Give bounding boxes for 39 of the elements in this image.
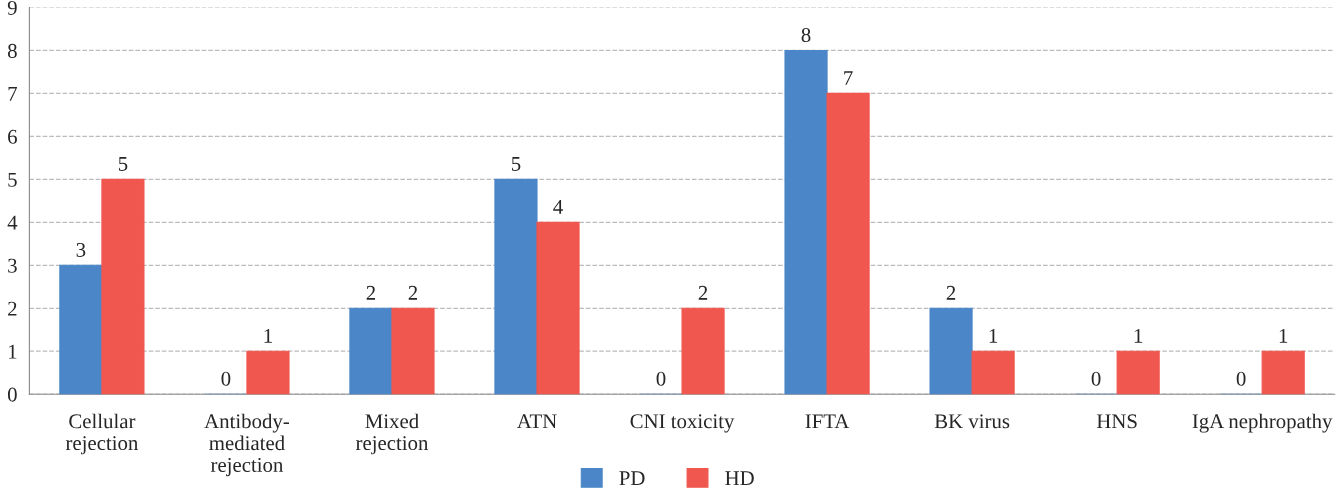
x-tick-label: Cellular rejection [65, 413, 139, 455]
data-label: 1 [989, 328, 998, 343]
data-label: 0 [1091, 371, 1101, 386]
legend-label: PD [619, 471, 645, 486]
x-tick-label: Mixed rejection [355, 413, 429, 455]
x-tick-label: IFTA [805, 414, 850, 429]
data-label: 2 [366, 285, 375, 300]
data-label: 7 [844, 71, 853, 85]
data-label: 3 [76, 242, 86, 257]
x-tick-label: CNI toxicity [630, 414, 735, 433]
data-label: 5 [511, 157, 521, 171]
y-tick-label: 8 [7, 43, 17, 58]
data-label: 0 [221, 371, 231, 386]
y-tick-label: 0 [7, 387, 17, 402]
y-tick-label: 5 [8, 172, 17, 187]
x-tick-label: BK virus [934, 414, 1010, 429]
legend-label: HD [725, 471, 754, 486]
data-label: 1 [264, 328, 272, 343]
y-tick-label: 7 [8, 87, 17, 101]
y-tick-label: 9 [7, 0, 17, 15]
x-tick-label: HNS [1096, 414, 1137, 429]
data-label: 2 [946, 285, 956, 300]
data-label: 5 [118, 157, 128, 171]
y-tick-label: 4 [7, 215, 18, 230]
y-tick-label: 3 [8, 258, 17, 273]
data-label: 8 [801, 28, 811, 43]
data-label: 2 [698, 285, 708, 300]
data-label: 2 [408, 285, 418, 300]
data-label: 4 [553, 200, 563, 214]
data-label: 1 [1279, 328, 1288, 343]
data-label: 0 [1236, 371, 1246, 386]
y-tick-label: 6 [8, 129, 17, 144]
y-tick-label: 1 [9, 344, 17, 359]
x-tick-label: Antibody- mediated rejection [204, 413, 290, 477]
data-label: 0 [656, 371, 666, 386]
x-tick-label: ATN [516, 414, 557, 429]
x-tick-label: IgA nephropathy [1192, 413, 1333, 433]
y-tick-label: 2 [8, 301, 17, 316]
data-label: 1 [1134, 328, 1143, 343]
